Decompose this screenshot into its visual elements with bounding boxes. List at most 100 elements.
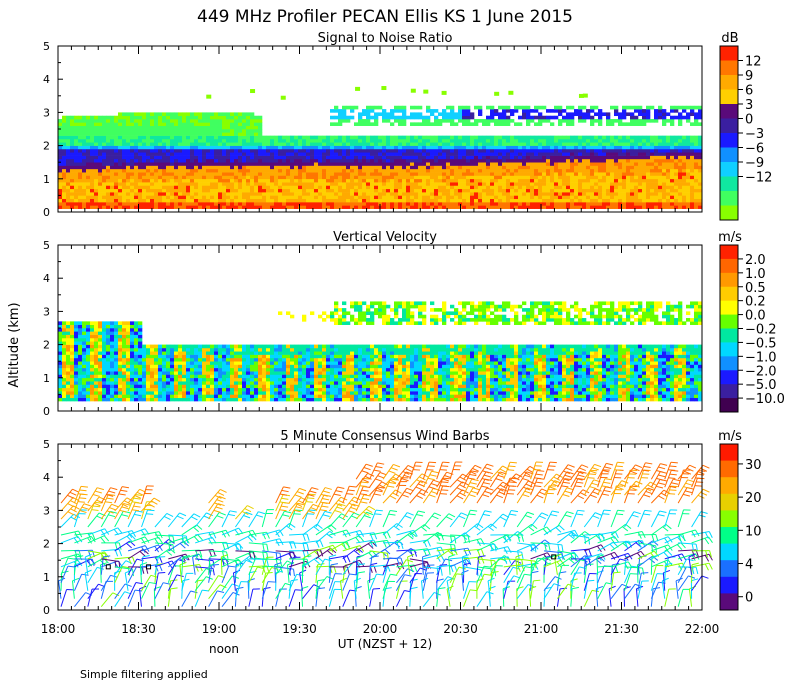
snr-cell xyxy=(234,132,239,136)
snr-cell xyxy=(355,86,361,91)
snr-cell xyxy=(450,119,455,123)
snr-cell xyxy=(602,172,607,176)
snr-cell xyxy=(410,168,415,173)
snr-cell xyxy=(650,188,655,193)
snr-cell xyxy=(646,185,651,190)
snr-cell xyxy=(678,182,683,186)
snr-cell xyxy=(170,119,175,123)
snr-cell xyxy=(226,188,231,193)
snr-cell xyxy=(274,155,279,160)
snr-cell xyxy=(562,185,567,190)
snr-cell xyxy=(222,135,227,140)
snr-cell xyxy=(390,162,395,166)
snr-cell xyxy=(382,198,387,203)
snr-cell xyxy=(514,178,519,183)
snr-cell xyxy=(578,119,583,123)
snr-cell xyxy=(134,138,139,143)
velocity-cell xyxy=(134,357,139,362)
snr-cell xyxy=(486,165,491,170)
snr-cell xyxy=(70,192,75,196)
snr-cell xyxy=(626,155,631,160)
snr-cell xyxy=(502,152,507,156)
snr-cell xyxy=(146,205,151,209)
velocity-cell xyxy=(134,337,139,342)
snr-cell xyxy=(322,142,327,146)
snr-cell xyxy=(406,148,411,153)
snr-cell xyxy=(118,168,123,173)
snr-cell xyxy=(418,192,423,196)
snr-cell xyxy=(258,202,263,206)
snr-cell xyxy=(542,182,547,186)
snr-cell xyxy=(194,195,199,200)
snr-cell xyxy=(566,182,571,186)
snr-cell xyxy=(234,185,239,190)
snr-cell xyxy=(634,198,639,203)
snr-cell xyxy=(538,195,543,200)
velocity-cell xyxy=(78,384,83,389)
velocity-cell xyxy=(122,374,127,379)
snr-cell xyxy=(506,165,511,170)
snr-cell xyxy=(66,158,71,163)
snr-cell xyxy=(174,112,179,117)
snr-cell xyxy=(594,165,599,170)
snr-cell xyxy=(582,205,587,209)
snr-cell xyxy=(246,122,251,126)
snr-cell xyxy=(666,152,671,156)
velocity-cell xyxy=(70,341,75,345)
snr-cell xyxy=(150,135,155,140)
snr-cell xyxy=(122,138,127,143)
snr-cell xyxy=(62,205,67,209)
snr-cell xyxy=(626,172,631,176)
snr-cell xyxy=(518,168,523,173)
snr-cell xyxy=(386,119,391,123)
snr-cell xyxy=(82,195,87,200)
snr-cell xyxy=(602,195,607,200)
velocity-cell xyxy=(106,324,111,329)
snr-cell xyxy=(146,165,151,170)
snr-cell xyxy=(402,105,407,110)
snr-cell xyxy=(270,162,275,166)
snr-cell xyxy=(466,162,471,166)
snr-cell xyxy=(650,178,655,183)
snr-cell xyxy=(358,202,363,206)
snr-cell xyxy=(158,192,163,196)
snr-cell xyxy=(254,122,259,126)
velocity-cell xyxy=(70,344,75,349)
snr-cell xyxy=(586,192,591,196)
snr-cell xyxy=(94,138,99,143)
snr-cell xyxy=(282,158,287,163)
snr-cell xyxy=(118,145,123,150)
snr-cell xyxy=(150,145,155,150)
snr-cell xyxy=(586,152,591,156)
snr-cell xyxy=(122,152,127,156)
snr-cell xyxy=(634,122,639,126)
snr-cell xyxy=(110,119,115,123)
snr-cell xyxy=(426,152,431,156)
snr-cell xyxy=(146,135,151,140)
snr-cell xyxy=(546,152,551,156)
snr-cell xyxy=(114,115,119,120)
snr-cell xyxy=(466,202,471,206)
snr-cell xyxy=(546,188,551,193)
snr-cell xyxy=(614,119,619,123)
snr-cell xyxy=(190,138,195,143)
snr-cell xyxy=(506,158,511,163)
snr-cell xyxy=(334,155,339,160)
snr-cell xyxy=(154,142,159,146)
snr-cell xyxy=(246,135,251,140)
snr-cell xyxy=(610,158,615,163)
snr-cell xyxy=(162,205,167,209)
snr-cell xyxy=(550,152,555,156)
snr-cell xyxy=(518,162,523,166)
snr-cell xyxy=(690,109,695,113)
snr-cell xyxy=(662,172,667,176)
snr-cell xyxy=(90,125,95,130)
snr-cell xyxy=(118,138,123,143)
snr-cell xyxy=(94,129,99,133)
snr-cell xyxy=(282,162,287,166)
snr-cell xyxy=(162,132,167,136)
snr-cell xyxy=(178,148,183,153)
snr-cell xyxy=(190,188,195,193)
velocity-cell xyxy=(122,357,127,362)
snr-cell xyxy=(482,178,487,183)
